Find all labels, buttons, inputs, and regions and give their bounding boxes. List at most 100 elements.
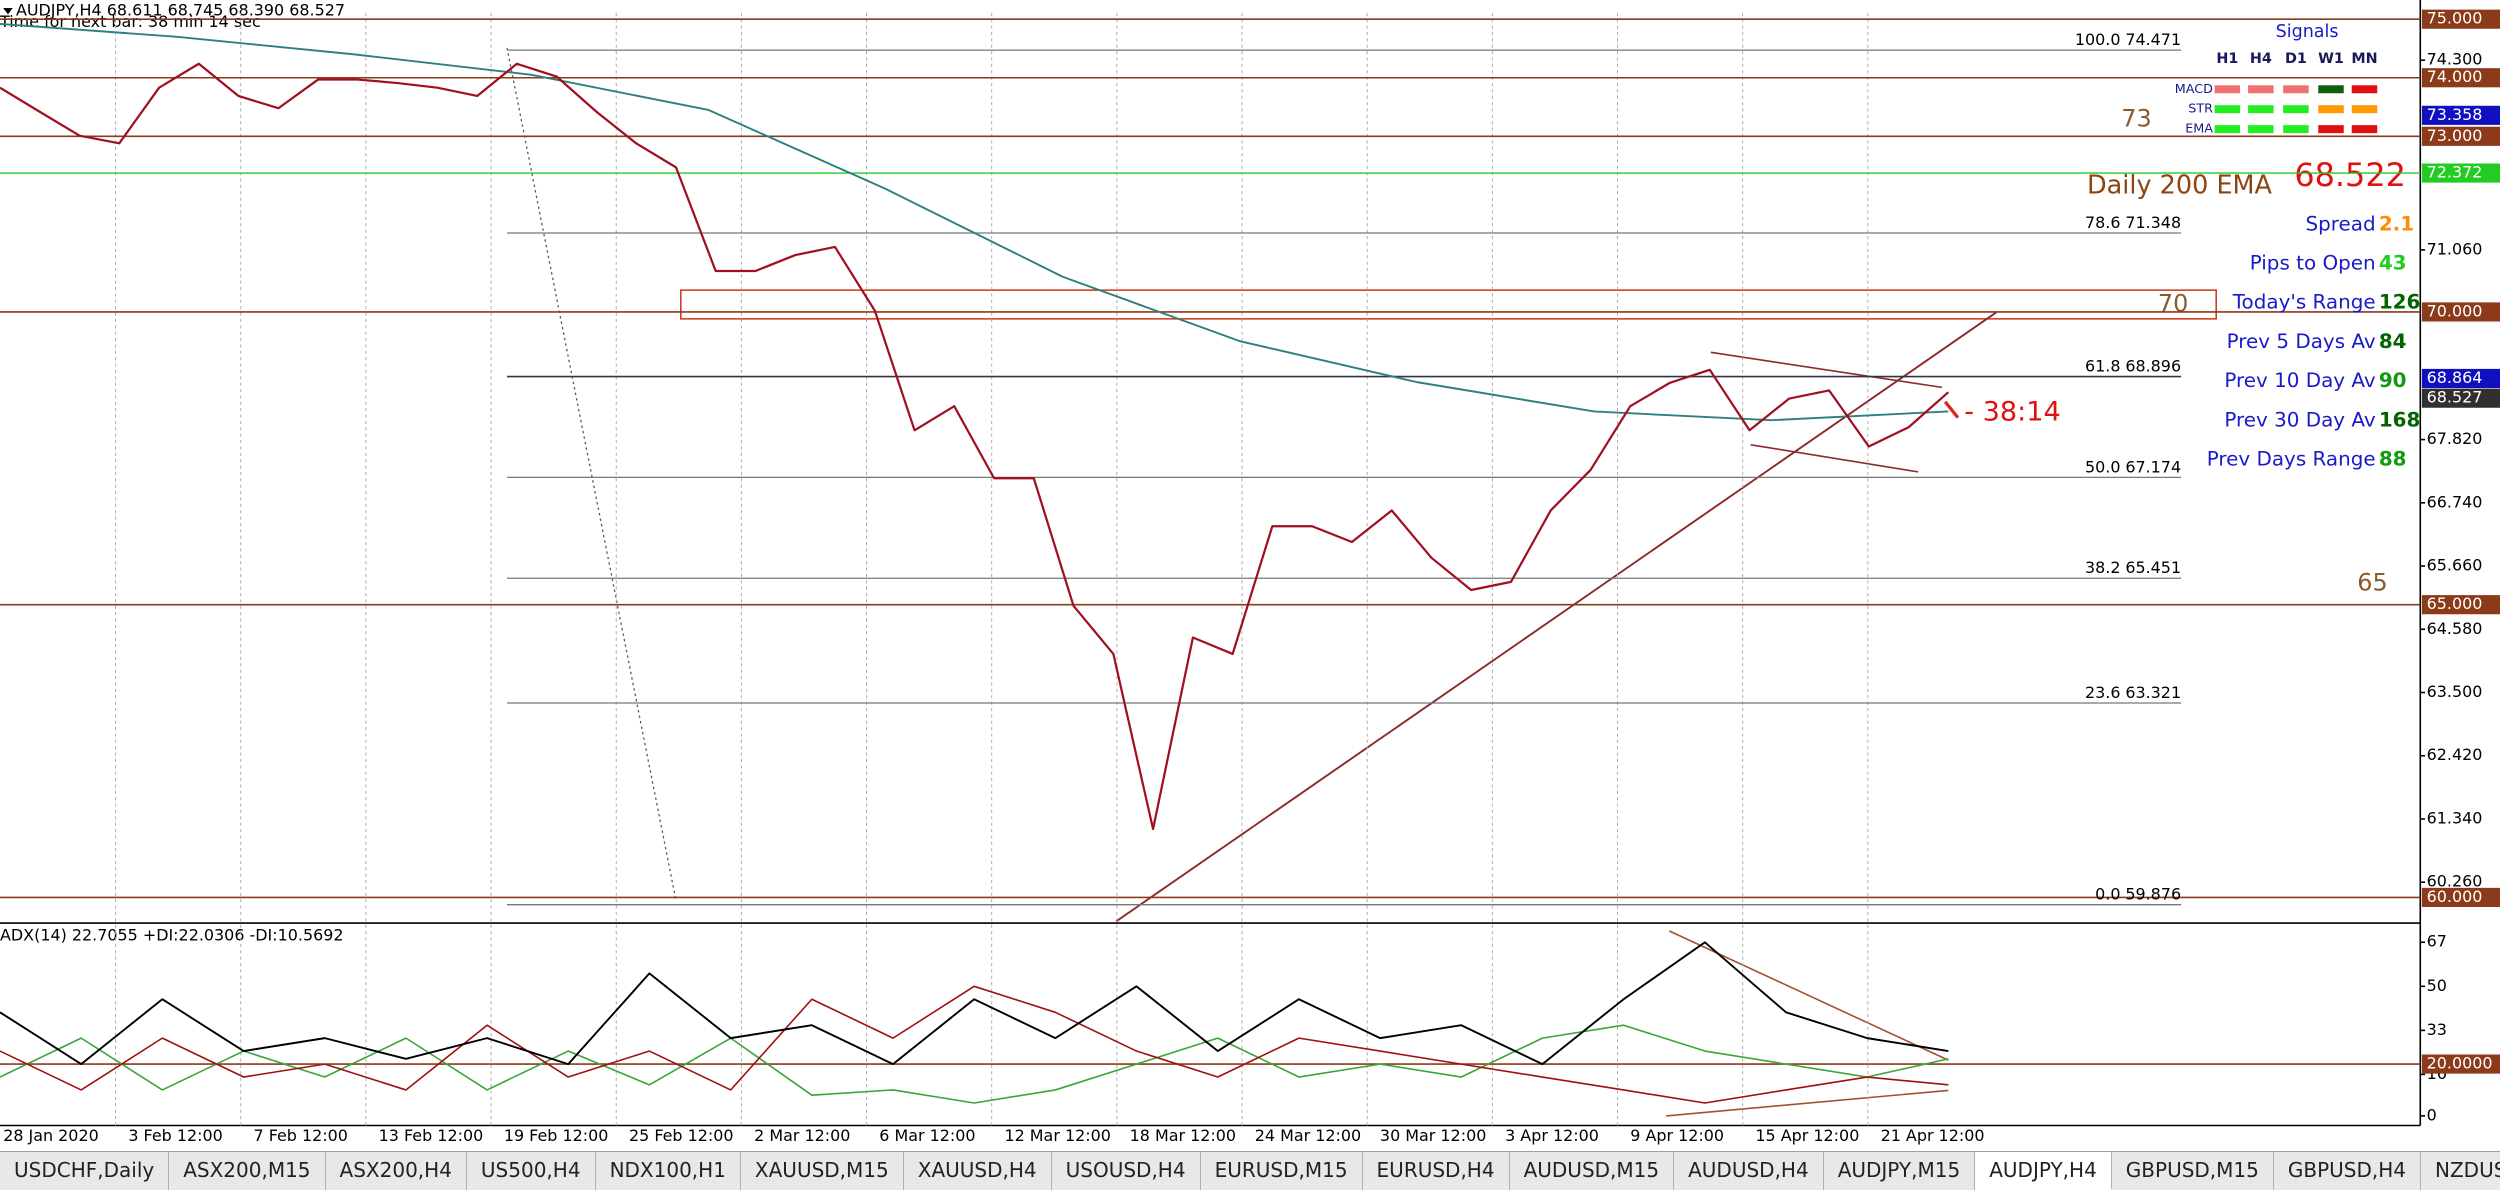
marker-tag bbox=[2421, 388, 2500, 408]
level-tick-label: 73.000 bbox=[2427, 126, 2483, 145]
level-tick-label: 60.000 bbox=[2427, 887, 2483, 906]
fib-ratio: 61.8 bbox=[2085, 357, 2121, 376]
signal-column: H4 bbox=[2250, 51, 2272, 67]
resistance-box bbox=[680, 289, 2217, 320]
x-tick-label: 3 Feb 12:00 bbox=[128, 1126, 222, 1145]
x-tick-label: 3 Apr 12:00 bbox=[1505, 1126, 1599, 1145]
signal-column: H1 bbox=[2216, 51, 2238, 67]
fib-ratio: 78.6 bbox=[2085, 213, 2121, 232]
signal-cell bbox=[2351, 85, 2378, 94]
chart-tab[interactable]: AUDJPY,M15 bbox=[1824, 1152, 1976, 1190]
level-tick-label: 20.0000 bbox=[2427, 1054, 2493, 1073]
fib-ratio: 100.0 bbox=[2075, 30, 2121, 49]
y-tick-label: 50 bbox=[2427, 976, 2447, 995]
chart-tab[interactable]: AUDJPY,H4 bbox=[1975, 1152, 2112, 1190]
stat-label: Prev Days Range bbox=[2207, 448, 2376, 471]
marker-tag bbox=[2421, 105, 2500, 125]
stat-value: 90 bbox=[2379, 369, 2407, 392]
signal-cell bbox=[2318, 85, 2344, 94]
chart-tab[interactable]: USOUSD,H4 bbox=[1052, 1152, 1201, 1190]
chart-tab[interactable]: EURUSD,M15 bbox=[1201, 1152, 1363, 1190]
x-tick-label: 6 Mar 12:00 bbox=[879, 1126, 975, 1145]
level-tick-label: 75.000 bbox=[2427, 9, 2483, 28]
chart-tab[interactable]: US500,H4 bbox=[467, 1152, 596, 1190]
stat-value: 43 bbox=[2379, 251, 2407, 274]
x-tick-label: 9 Apr 12:00 bbox=[1630, 1126, 1724, 1145]
level-tick-label: 74.000 bbox=[2427, 67, 2483, 86]
stat-label: Pips to Open bbox=[2250, 251, 2376, 274]
y-tick-label: 66.740 bbox=[2427, 492, 2483, 511]
signal-cell bbox=[2283, 85, 2309, 94]
x-tick-label: 18 Mar 12:00 bbox=[1130, 1126, 1236, 1145]
signal-cell bbox=[2318, 105, 2344, 114]
indicator-title: ADX(14) 22.7055 +DI:22.0306 -DI:10.5692 bbox=[0, 925, 344, 944]
x-tick-label: 30 Mar 12:00 bbox=[1380, 1126, 1486, 1145]
chart-title: AUDJPY,H4 68.611 68.745 68.390 68.527 bbox=[16, 1, 345, 20]
signal-cell bbox=[2351, 105, 2378, 114]
chart-tab[interactable]: GBPUSD,H4 bbox=[2274, 1152, 2422, 1190]
ema-value: 68.522 bbox=[2294, 156, 2406, 194]
chart-tab[interactable]: USDCHF,Daily bbox=[0, 1152, 170, 1190]
level-tag bbox=[2421, 1054, 2500, 1074]
adx-trend-bottom bbox=[1666, 1089, 1949, 1117]
triangle-bottom bbox=[1750, 443, 1919, 473]
marker-tag bbox=[2421, 163, 2500, 183]
adx-line bbox=[0, 941, 1949, 1066]
signals-title: Signals bbox=[2276, 22, 2339, 42]
signal-cell bbox=[2351, 125, 2378, 134]
y-tick-label: 0 bbox=[2427, 1105, 2437, 1124]
background bbox=[0, 0, 2500, 1151]
fib-price: 71.348 bbox=[2125, 213, 2181, 232]
chart-tab[interactable]: AUDUSD,H4 bbox=[1674, 1152, 1824, 1190]
chart-tab[interactable]: ASX200,M15 bbox=[169, 1152, 326, 1190]
y-tick-label: 62.420 bbox=[2427, 745, 2483, 764]
chart-tab[interactable]: EURUSD,H4 bbox=[1363, 1152, 1510, 1190]
x-tick-label: 15 Apr 12:00 bbox=[1755, 1126, 1859, 1145]
signal-column: D1 bbox=[2285, 51, 2307, 67]
signal-cell bbox=[2248, 85, 2274, 94]
chart-tab[interactable]: AUDUSD,M15 bbox=[1510, 1152, 1675, 1190]
stat-label: Prev 30 Day Av bbox=[2224, 408, 2376, 431]
fib-ratio: 0.0 bbox=[2095, 885, 2120, 904]
x-tick-label: 12 Mar 12:00 bbox=[1004, 1126, 1110, 1145]
y-tick-label: 63.500 bbox=[2427, 682, 2483, 701]
countdown: - 38:14 bbox=[1964, 396, 2060, 427]
fib-price: 67.174 bbox=[2125, 457, 2181, 476]
x-tick-label: 19 Feb 12:00 bbox=[504, 1126, 609, 1145]
stat-label: Prev 5 Days Av bbox=[2227, 330, 2376, 353]
level-tick-label: 70.000 bbox=[2427, 301, 2483, 320]
signal-cell bbox=[2283, 125, 2309, 134]
y-tick-label: 74.300 bbox=[2427, 50, 2483, 69]
level-tag bbox=[2421, 9, 2500, 29]
stat-value: 168 bbox=[2379, 408, 2421, 431]
chart-window: AUDJPY,H4 68.611 68.745 68.390 68.527 Ti… bbox=[0, 0, 2500, 1151]
countdown-arrow bbox=[1943, 400, 1960, 419]
marker-label: 68.864 bbox=[2427, 368, 2483, 387]
y-tick-label: 65.660 bbox=[2427, 556, 2483, 575]
fib-price: 65.451 bbox=[2125, 558, 2181, 577]
chart-tab[interactable]: XAUUSD,H4 bbox=[904, 1152, 1052, 1190]
signal-cell bbox=[2248, 105, 2274, 114]
chart-tab[interactable]: XAUUSD,M15 bbox=[741, 1152, 904, 1190]
signal-cell bbox=[2248, 125, 2274, 134]
stat-value: 126 bbox=[2379, 291, 2421, 314]
signal-row-label: EMA bbox=[2185, 122, 2213, 137]
marker-label: 72.372 bbox=[2427, 163, 2483, 182]
signal-cell bbox=[2283, 105, 2309, 114]
chart-tab[interactable]: ASX200,H4 bbox=[326, 1152, 467, 1190]
fib-price: 63.321 bbox=[2125, 683, 2181, 702]
signal-row-label: MACD bbox=[2175, 82, 2213, 97]
level-tag bbox=[2421, 126, 2500, 146]
chart-tab[interactable]: NZDUSD,M15 bbox=[2421, 1152, 2500, 1190]
chart-tab[interactable]: NDX100,H1 bbox=[596, 1152, 741, 1190]
y-tick-label: 64.580 bbox=[2427, 619, 2483, 638]
signal-column: W1 bbox=[2318, 51, 2344, 67]
signal-cell bbox=[2214, 105, 2241, 114]
fib-price: 68.896 bbox=[2125, 357, 2181, 376]
y-tick-label: 67.820 bbox=[2427, 429, 2483, 448]
x-tick-label: 2 Mar 12:00 bbox=[754, 1126, 850, 1145]
chart-tab[interactable]: GBPUSD,M15 bbox=[2112, 1152, 2274, 1190]
tab-bar: USDCHF,Daily ASX200,M15 ASX200,H4 US500,H4 N… bbox=[0, 1151, 2500, 1190]
level-tag bbox=[2421, 68, 2500, 88]
x-tick-label: 28 Jan 2020 bbox=[3, 1126, 99, 1145]
